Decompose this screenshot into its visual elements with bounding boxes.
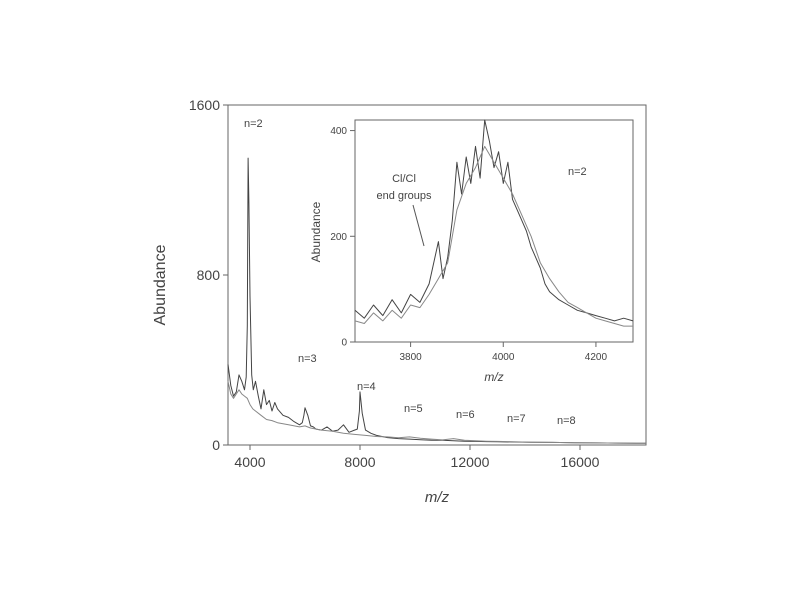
spectrum-line-series-1	[354, 119, 634, 322]
inset-x-axis-label: m/z	[484, 370, 503, 384]
y-tick-label: 0	[212, 437, 220, 453]
inset-plot-frame	[354, 119, 634, 343]
y-tick-label: 0	[341, 338, 347, 349]
x-tick-label: 4000	[234, 454, 265, 470]
y-tick-label: 400	[330, 126, 347, 137]
inset-series-group	[354, 119, 634, 327]
annotation-n4: n=4	[357, 381, 376, 393]
inset-y-ticks: 0 200 400	[330, 126, 355, 349]
main-y-axis-label: Abundance	[152, 244, 169, 325]
y-tick-label: 800	[197, 267, 221, 283]
x-tick-label: 4000	[492, 352, 515, 363]
annotation-n5: n=5	[404, 403, 423, 415]
inset-annotation-n2: n=2	[568, 166, 587, 178]
x-tick-label: 4200	[585, 352, 608, 363]
spectrum-line-series-2	[227, 381, 647, 444]
spectrum-line-series-2	[354, 145, 633, 327]
annotation-n6: n=6	[456, 409, 475, 421]
x-tick-label: 16000	[561, 454, 600, 470]
inset-annotation-cl-cl: Cl/Cl	[392, 173, 416, 185]
inset-y-axis-label: Abundance	[309, 201, 323, 262]
annotation-n2: n=2	[244, 118, 263, 130]
inset-annotation-end-groups: end groups	[376, 190, 432, 202]
inset-background	[355, 120, 633, 342]
annotation-n8: n=8	[557, 415, 576, 427]
annotation-n7: n=7	[507, 413, 526, 425]
inset-annotation-arrow	[412, 204, 425, 247]
y-tick-label: 1600	[189, 97, 220, 113]
main-x-axis-label: m/z	[425, 489, 450, 506]
main-y-ticks: 0 800 1600	[189, 97, 228, 453]
x-tick-label: 12000	[451, 454, 490, 470]
inset-x-ticks: 3800 4000 4200	[399, 342, 607, 363]
main-x-ticks: 4000 8000 12000 16000	[234, 445, 600, 470]
main-series-group	[227, 157, 647, 444]
annotation-n3: n=3	[298, 353, 317, 365]
x-tick-label: 3800	[399, 352, 422, 363]
y-tick-label: 200	[330, 232, 347, 243]
x-tick-label: 8000	[344, 454, 375, 470]
